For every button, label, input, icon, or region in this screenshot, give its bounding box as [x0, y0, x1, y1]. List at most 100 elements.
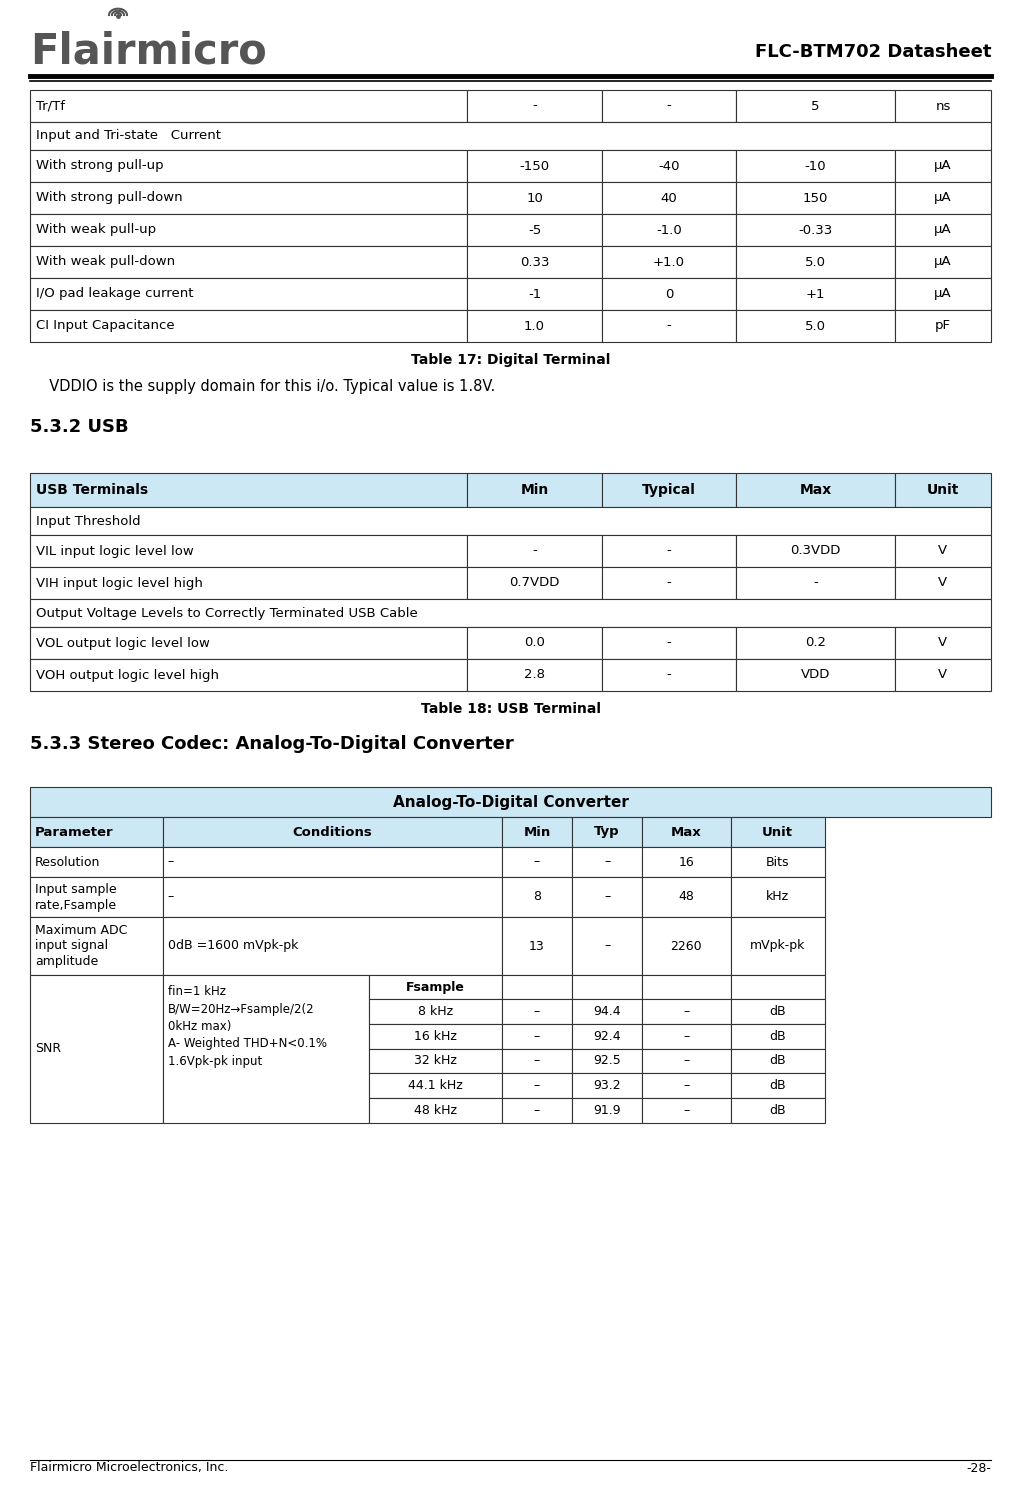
Bar — [736, 182, 894, 214]
Bar — [642, 999, 731, 1024]
Text: mVpk-pk: mVpk-pk — [750, 940, 806, 953]
Bar — [502, 817, 572, 847]
Text: -: - — [667, 320, 672, 332]
Text: 0.2: 0.2 — [806, 636, 826, 649]
Text: ns: ns — [935, 100, 951, 113]
Text: 2.8: 2.8 — [524, 669, 545, 682]
Text: Unit: Unit — [762, 825, 793, 838]
Bar — [736, 535, 894, 567]
Text: Fsample: Fsample — [406, 980, 465, 993]
Bar — [572, 999, 642, 1024]
Text: 5.3.3 Stereo Codec: Analog-To-Digital Converter: 5.3.3 Stereo Codec: Analog-To-Digital Co… — [30, 736, 514, 753]
Text: 13: 13 — [529, 940, 545, 953]
Text: 5.0: 5.0 — [806, 256, 826, 268]
Text: μA: μA — [934, 256, 952, 268]
Bar — [642, 1024, 731, 1048]
Text: –: – — [683, 1030, 689, 1042]
Text: 16 kHz: 16 kHz — [415, 1030, 457, 1042]
Bar — [731, 975, 825, 999]
Text: -10: -10 — [805, 159, 826, 173]
Bar — [502, 917, 572, 975]
Bar — [736, 567, 894, 599]
Text: FLC-BTM702 Datasheet: FLC-BTM702 Datasheet — [755, 43, 991, 61]
Bar — [731, 847, 825, 877]
Bar — [642, 847, 731, 877]
Bar — [736, 627, 894, 660]
Bar — [162, 847, 502, 877]
Bar — [736, 278, 894, 310]
Text: -150: -150 — [520, 159, 549, 173]
Text: dB: dB — [770, 1105, 786, 1117]
Text: -1: -1 — [528, 287, 541, 301]
Bar — [502, 975, 572, 999]
Text: V: V — [938, 576, 947, 590]
Text: 93.2: 93.2 — [593, 1080, 621, 1093]
Text: Input sample
rate,Fsample: Input sample rate,Fsample — [35, 883, 117, 911]
Text: kHz: kHz — [766, 890, 789, 904]
Bar — [642, 1048, 731, 1074]
Bar — [736, 474, 894, 506]
Bar — [468, 535, 601, 567]
Text: Analog-To-Digital Converter: Analog-To-Digital Converter — [392, 795, 629, 810]
Bar — [468, 150, 601, 182]
Text: -1.0: -1.0 — [657, 223, 682, 237]
Text: Conditions: Conditions — [292, 825, 372, 838]
Text: +1.0: +1.0 — [653, 256, 685, 268]
Text: dB: dB — [770, 1054, 786, 1068]
Bar — [601, 89, 736, 122]
Bar — [502, 1024, 572, 1048]
Text: dB: dB — [770, 1030, 786, 1042]
Bar — [572, 877, 642, 917]
Text: -: - — [667, 576, 672, 590]
Text: –: – — [534, 1030, 540, 1042]
Text: 150: 150 — [803, 192, 828, 204]
Bar — [601, 278, 736, 310]
Text: 94.4: 94.4 — [593, 1005, 621, 1018]
Text: 5.0: 5.0 — [806, 320, 826, 332]
Bar — [162, 917, 502, 975]
Bar — [572, 817, 642, 847]
Text: -28-: -28- — [966, 1462, 991, 1474]
Bar — [642, 1074, 731, 1099]
Bar — [468, 567, 601, 599]
Text: 48: 48 — [678, 890, 694, 904]
Text: -: - — [532, 545, 537, 557]
Text: -: - — [667, 669, 672, 682]
Text: 10: 10 — [526, 192, 543, 204]
Bar — [894, 278, 991, 310]
Bar — [736, 660, 894, 691]
Bar — [894, 214, 991, 246]
Text: -40: -40 — [659, 159, 680, 173]
Bar — [502, 847, 572, 877]
Text: 0.33: 0.33 — [520, 256, 549, 268]
Bar — [894, 310, 991, 342]
Bar — [30, 788, 991, 817]
Bar — [894, 150, 991, 182]
Text: 1.0: 1.0 — [524, 320, 545, 332]
Text: pF: pF — [935, 320, 951, 332]
Bar — [642, 1099, 731, 1123]
Bar — [30, 89, 468, 122]
Bar — [30, 599, 991, 627]
Bar — [572, 975, 642, 999]
Text: –: – — [167, 856, 174, 868]
Bar — [894, 627, 991, 660]
Bar — [468, 246, 601, 278]
Bar — [572, 847, 642, 877]
Text: Unit: Unit — [927, 482, 959, 497]
Bar — [601, 310, 736, 342]
Bar — [370, 1099, 502, 1123]
Text: 32 kHz: 32 kHz — [415, 1054, 457, 1068]
Bar — [642, 877, 731, 917]
Text: 2260: 2260 — [671, 940, 702, 953]
Text: dB: dB — [770, 1005, 786, 1018]
Bar — [894, 474, 991, 506]
Bar — [894, 182, 991, 214]
Text: VOL output logic level low: VOL output logic level low — [36, 636, 210, 649]
Text: fin=1 kHz
B/W=20Hz→Fsample/2(2
0kHz max)
A- Weighted THD+N<0.1%
1.6Vpk-pk input: fin=1 kHz B/W=20Hz→Fsample/2(2 0kHz max)… — [167, 986, 327, 1068]
Text: +1: +1 — [806, 287, 825, 301]
Text: 44.1 kHz: 44.1 kHz — [408, 1080, 463, 1093]
Bar — [30, 214, 468, 246]
Bar — [894, 246, 991, 278]
Text: Bits: Bits — [766, 856, 789, 868]
